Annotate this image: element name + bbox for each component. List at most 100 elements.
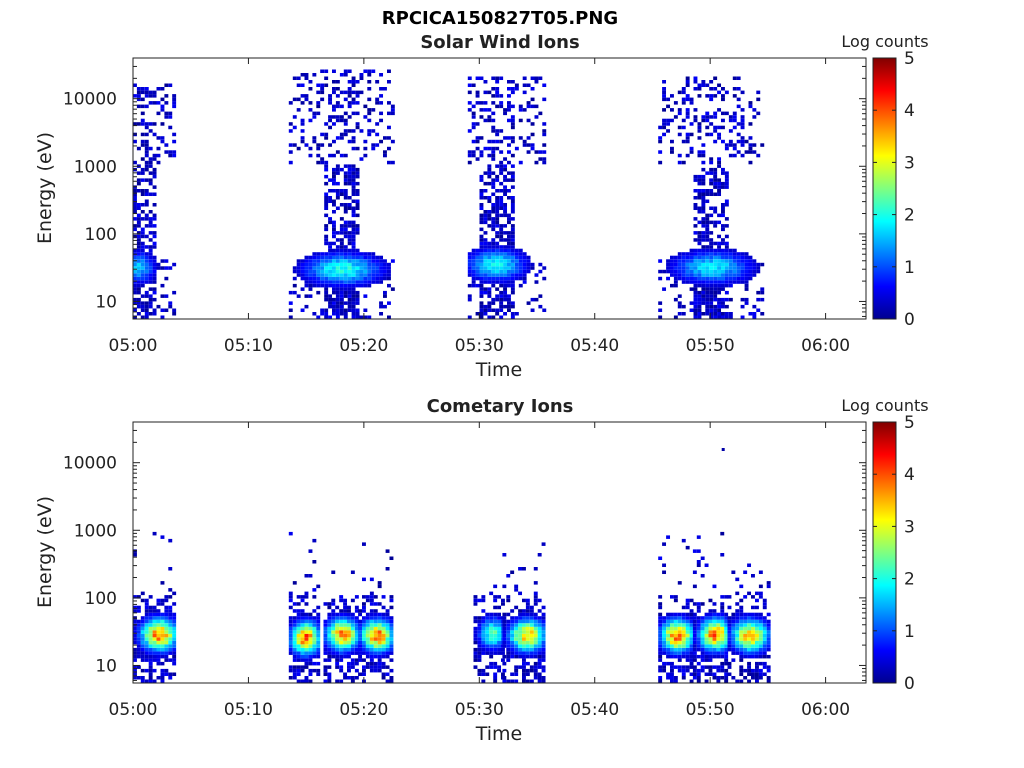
spectrogram-cell [689, 262, 694, 267]
spectrogram-cell [160, 535, 165, 539]
spectrogram-cell [728, 266, 733, 270]
spectrogram-cell [332, 153, 336, 158]
spectrogram-cell [724, 297, 729, 302]
spectrogram-cell [133, 185, 137, 189]
spectrogram-cell [721, 206, 725, 211]
spectrogram-cell [354, 658, 359, 662]
spectrogram-cell [292, 640, 297, 645]
spectrogram-cell [152, 213, 157, 218]
spectrogram-cell [485, 672, 490, 677]
spectrogram-cell [339, 273, 344, 277]
spectrogram-cell [351, 206, 356, 211]
spectrogram-cell [491, 308, 496, 313]
spectrogram-cell [735, 577, 740, 582]
spectrogram-cell [389, 637, 394, 641]
spectrogram-cell [148, 90, 153, 95]
spectrogram-cell [756, 111, 761, 116]
spectrogram-cell [700, 654, 705, 659]
spectrogram-cell [308, 647, 313, 652]
spectrogram-cell [697, 136, 702, 140]
spectrogram-cell [475, 248, 480, 253]
spectrogram-cell [144, 266, 149, 270]
spectrogram-cell [343, 672, 348, 677]
spectrogram-cell [721, 269, 725, 274]
spectrogram-cell [507, 308, 511, 313]
spectrogram-cell [689, 609, 694, 613]
spectrogram-cell [477, 658, 482, 662]
spectrogram-cell [724, 626, 729, 631]
spectrogram-cell [717, 185, 722, 189]
spectrogram-cell [316, 280, 321, 284]
spectrogram-cell [479, 304, 484, 309]
spectrogram-cell [343, 189, 348, 193]
spectrogram-cell [739, 647, 744, 652]
spectrogram-cell [673, 297, 678, 302]
spectrogram-cell [740, 136, 745, 140]
spectrogram-cell [727, 644, 732, 648]
spectrogram-cell [522, 630, 526, 634]
spectrogram-cell [487, 255, 492, 260]
spectrogram-cell [308, 280, 313, 284]
spectrogram-cell [335, 164, 340, 168]
spectrogram-cell [136, 630, 141, 634]
spectrogram-cell [148, 626, 153, 631]
spectrogram-cell [708, 630, 713, 634]
spectrogram-cell [152, 234, 157, 239]
spectrogram-cell [739, 644, 744, 648]
spectrogram-cell [693, 259, 698, 263]
spectrogram-cell [172, 654, 177, 659]
spectrogram-cell [697, 83, 702, 88]
spectrogram-cell [362, 619, 366, 624]
spectrogram-cell [747, 668, 752, 673]
spectrogram-cell [666, 637, 671, 641]
spectrogram-cell [152, 255, 157, 260]
spectrogram-cell [164, 630, 169, 634]
spectrogram-cell [365, 612, 370, 617]
spectrogram-cell [689, 626, 694, 631]
spectrogram-cell [339, 283, 344, 288]
spectrogram-cell [697, 273, 702, 277]
spectrogram-cell [389, 679, 394, 684]
spectrogram-cell [133, 290, 137, 295]
spectrogram-cell [704, 630, 709, 634]
spectrogram-cell [696, 619, 701, 624]
spectrogram-cell [689, 640, 694, 645]
spectrogram-cell [713, 269, 718, 274]
spectrogram-cell [696, 616, 701, 620]
spectrogram-cell [331, 637, 336, 641]
spectrogram-cell [510, 206, 515, 211]
spectrogram-cell [350, 676, 355, 680]
spectrogram-cell [518, 160, 523, 165]
spectrogram-cell [693, 217, 698, 221]
spectrogram-cell [327, 619, 332, 624]
spectrogram-cell [716, 633, 721, 638]
spectrogram-cell [673, 273, 678, 277]
spectrogram-cell [739, 651, 744, 655]
spectrogram-cell [693, 196, 698, 200]
spectrogram-cell [697, 122, 702, 126]
spectrogram-cell [152, 153, 157, 158]
spectrogram-cell [701, 115, 706, 119]
spectrogram-cell [533, 619, 538, 624]
spectrogram-cell [140, 308, 145, 313]
spectrogram-cell [144, 276, 149, 281]
spectrogram-cell [377, 651, 382, 655]
spectrogram-cell [709, 160, 714, 165]
spectrogram-cell [481, 640, 486, 645]
spectrogram-cell [467, 273, 472, 277]
spectrogram-cell [739, 637, 744, 641]
spectrogram-cell [136, 676, 141, 680]
spectrogram-cell [156, 146, 161, 151]
spectrogram-cell [328, 101, 333, 105]
spectrogram-cell [499, 273, 504, 277]
spectrogram-cell [537, 553, 542, 557]
spectrogram-cell [701, 255, 706, 260]
spectrogram-cell [479, 312, 484, 316]
spectrogram-cell [756, 90, 761, 95]
spectrogram-cell [499, 315, 504, 320]
spectrogram-cell [530, 122, 535, 126]
spectrogram-cell [658, 651, 663, 655]
spectrogram-cell [323, 644, 328, 648]
spectrogram-cell [720, 668, 725, 673]
spectrogram-cell [172, 644, 177, 648]
